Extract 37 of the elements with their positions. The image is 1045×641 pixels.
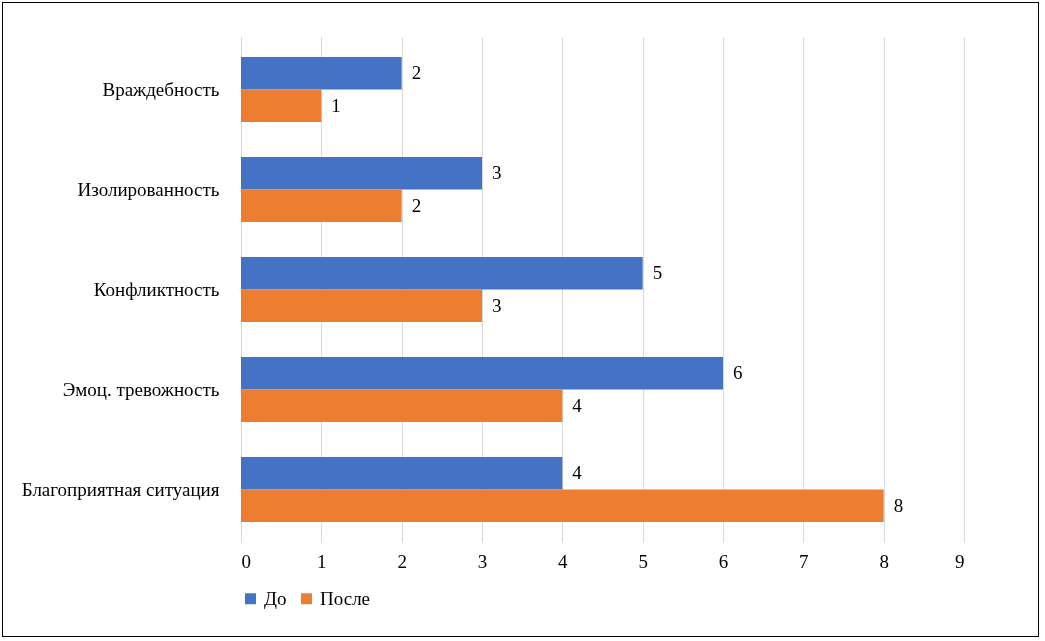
data-label: 3 [492, 294, 502, 316]
y-tick-label: Эмоц. тревожность [62, 378, 220, 400]
bar [241, 257, 643, 290]
x-tick-label: 1 [317, 550, 327, 572]
y-tick-label: Изолированность [77, 178, 220, 200]
bar [241, 357, 723, 390]
data-label: 4 [572, 394, 583, 416]
data-label: 6 [733, 362, 743, 384]
bar [241, 57, 402, 90]
bar [241, 457, 563, 490]
legend-label: После [320, 587, 371, 609]
bar [241, 89, 322, 122]
bar [241, 289, 482, 322]
x-tick-label: 0 [241, 550, 251, 572]
data-label: 1 [331, 94, 341, 116]
y-tick-label: Враждебность [102, 78, 220, 100]
bar [241, 157, 482, 190]
bar [241, 389, 563, 422]
data-label: 3 [492, 162, 502, 184]
data-label: 2 [411, 194, 422, 216]
y-tick-label: Конфликтность [93, 278, 220, 300]
x-tick-label: 8 [879, 550, 889, 572]
bar [241, 489, 884, 522]
data-label: 5 [652, 262, 663, 284]
data-label: 2 [411, 62, 422, 84]
bar [241, 189, 402, 222]
x-tick-label: 2 [397, 550, 407, 572]
legend-label: До [264, 587, 287, 609]
y-tick-label: Благоприятная ситуация [21, 478, 220, 500]
x-tick-label: 7 [799, 550, 809, 572]
x-tick-label: 5 [638, 550, 648, 572]
data-label: 8 [893, 494, 904, 516]
x-tick-label: 9 [955, 550, 965, 572]
x-tick-label: 3 [477, 550, 488, 572]
data-label: 4 [572, 462, 583, 484]
x-tick-label: 4 [558, 550, 569, 572]
x-tick-label: 6 [718, 550, 729, 572]
